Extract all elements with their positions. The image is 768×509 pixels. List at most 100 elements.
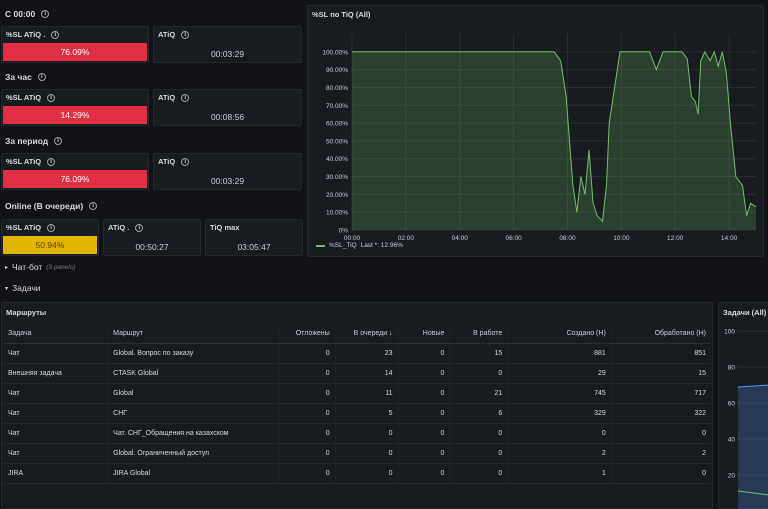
column-header[interactable]: В работе [449,324,508,344]
section-title: Задачи [12,283,41,293]
info-icon[interactable]: i [47,157,56,166]
info-icon[interactable]: i [181,30,190,39]
online-atiq-panel[interactable]: ATiQ . i 00:50:27 [103,219,201,256]
panel-title: ATiQ [158,93,176,102]
info-icon[interactable]: i [51,30,60,39]
table-row[interactable]: JIRA JIRA Global 0 0 0 0 1 0 [3,463,711,484]
table-row[interactable]: Чат Global 0 11 0 21 745 717 [3,383,711,404]
info-icon[interactable]: i [89,202,98,210]
atiq-panel[interactable]: ATiQ i 00:08:56 [153,89,302,126]
side-y-tick-label: 100 [724,329,735,336]
sl-atiq-panel[interactable]: %SL ATiQ . i 76.09% [1,26,149,63]
stat-value: 76.09% [3,170,147,188]
info-icon[interactable]: i [181,93,190,102]
column-header[interactable]: В очереди ↓ [334,324,399,344]
table-cell: 0 [334,443,399,464]
table-cell: Чат [3,403,108,424]
table-cell: 717 [610,383,711,404]
column-header[interactable]: Задача [3,324,108,344]
table-cell: 11 [334,383,399,404]
table-cell: Чат [3,383,108,404]
x-tick-label: 02:00 [398,235,415,242]
table-cell: 21 [449,383,508,404]
table-cell: 0 [278,343,336,364]
table-cell: 0 [397,443,450,464]
panel-title: TiQ max [210,223,240,232]
table-cell: JIRA [3,463,108,484]
table-cell: Global [107,383,280,404]
side-panel-title: Задачи (All) [723,308,767,317]
stat-value: 03:05:47 [237,242,271,252]
y-tick-label: 10.00% [326,210,348,217]
table-cell: 0 [449,463,508,484]
table-row[interactable]: Чат СНГ 0 5 0 6 329 322 [3,403,711,424]
y-tick-label: 80.00% [326,85,348,92]
stat-value: 00:03:29 [210,176,245,186]
y-tick-label: 20.00% [326,192,348,199]
table-cell: Внешняя задача [3,363,108,384]
info-icon[interactable]: i [47,93,56,102]
section-title: Чат-бот [12,262,43,272]
section-chatbot[interactable]: ▸ Чат-бот (3 panels) [5,262,75,272]
atiq-panel[interactable]: ATiQ i 00:03:29 [153,153,302,190]
info-icon[interactable]: i [37,73,46,81]
online-tiqmax-panel[interactable]: TiQ max 03:05:47 [205,219,303,256]
x-tick-label: 08:00 [559,235,576,242]
table-cell: 0 [397,383,450,404]
table-cell: 2 [507,443,612,464]
tasks-side-chart[interactable]: 100 80 60 40 20 [719,323,768,509]
table-cell: 0 [449,443,508,464]
group-title[interactable]: За период i [5,136,63,146]
chart-legend[interactable]: %SL_TiQ Last *: 12.96% [316,242,403,249]
group-title[interactable]: С 00:00 i [5,9,50,19]
table-row[interactable]: Внешняя задача CTASK Global 0 14 0 0 29 15 [3,363,711,384]
info-icon[interactable]: i [181,157,190,166]
table-row[interactable]: Чат Чат. СНГ_Обращения на казахском 0 0 0 0 0 0 [3,423,711,444]
table-cell: 29 [507,363,612,384]
stat-value: 50.94% [3,236,97,254]
table-cell: 881 [507,343,612,364]
table-cell: Global. Вопрос по заказу [107,343,280,364]
y-tick-label: 50.00% [326,138,348,145]
column-header[interactable]: Маршрут [107,324,280,344]
table-cell: 5 [334,403,399,424]
column-header[interactable]: Новые [397,324,450,344]
y-tick-label: 40.00% [326,156,348,163]
table-cell: JIRA Global [107,463,280,484]
info-icon[interactable]: i [47,223,56,232]
table-row[interactable]: Чат Global. Вопрос по заказу 0 23 0 15 881 851 [3,343,711,364]
column-header[interactable]: Обработано (Н) [610,324,711,344]
routes-table: Задача Маршрут Отложены В очереди ↓ Новые В р… [3,324,711,484]
column-header[interactable]: Создано (Н) [507,324,612,344]
y-tick-label: 70.00% [326,103,348,110]
column-header[interactable]: Отложены [278,324,336,344]
tasks-side-panel[interactable]: Задачи (All) 100 80 60 40 20 [718,302,768,509]
stat-value: 00:50:27 [135,242,169,252]
table-cell: 0 [397,423,450,444]
table-cell: 0 [278,443,336,464]
online-row-title[interactable]: Online (В очереди) i [5,201,98,211]
table-row[interactable]: Чат Global. Ограниченный доступ 0 0 0 0 2 2 [3,443,711,464]
sl-atiq-panel[interactable]: %SL ATiQ i 76.09% [1,153,149,190]
sl-chart-panel[interactable]: %SL по TiQ (All) 0% 10.00% 20.00% 30.00% 40.… [307,5,764,257]
atiq-panel[interactable]: ATiQ i 00:03:29 [153,26,302,63]
sl-area-chart[interactable]: 0% 10.00% 20.00% 30.00% 40.00% 50.00% 60.00% 70… [308,26,763,246]
x-tick-label: 06:00 [505,235,522,242]
info-icon[interactable]: i [54,137,63,145]
sl-atiq-panel[interactable]: %SL ATiQ i 14.29% [1,89,149,126]
x-tick-label: 12:00 [667,235,684,242]
side-y-tick-label: 60 [728,401,736,408]
table-header-row: Задача Маршрут Отложены В очереди ↓ Новые В р… [3,324,711,344]
info-icon[interactable]: i [41,10,50,18]
table-cell: Чат [3,423,108,444]
chevron-down-icon: ▾ [5,285,9,292]
y-tick-label: 30.00% [326,174,348,181]
table-cell: CTASK Global [107,363,280,384]
online-sl-panel[interactable]: %SL ATiQ i 50.94% [1,219,99,256]
x-tick-label: 10:00 [613,235,630,242]
info-icon[interactable]: i [135,223,144,232]
group-title[interactable]: За час i [5,72,46,82]
section-tasks[interactable]: ▾ Задачи [5,283,41,293]
table-cell: 0 [610,463,711,484]
routes-table-panel[interactable]: Маршруты Задача Маршрут Отложены В очереди … [1,302,713,509]
